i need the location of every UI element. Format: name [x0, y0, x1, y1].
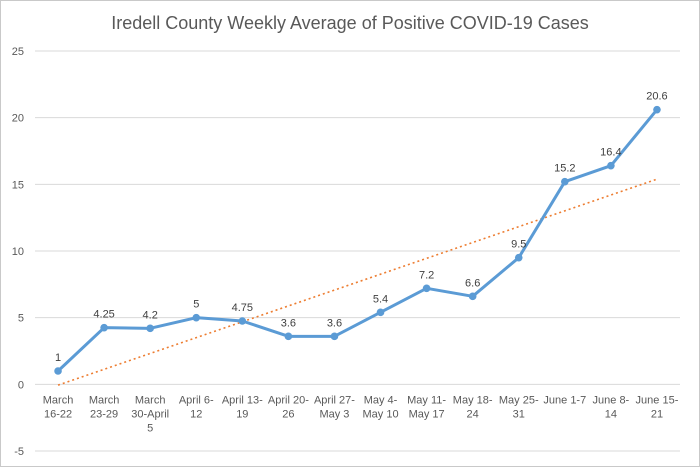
data-label: 5: [193, 299, 199, 311]
data-label: 4.75: [232, 302, 253, 314]
x-tick-label: May 11-May 17: [407, 394, 446, 420]
data-point: [422, 284, 431, 293]
data-label: 3.6: [327, 317, 342, 329]
x-tick-label: June 15-21: [636, 394, 679, 420]
x-tick-label: April 27-May 3: [314, 394, 355, 420]
x-tick-label: April 6-12: [179, 394, 214, 420]
y-tick-label: 10: [12, 246, 24, 258]
data-label: 1: [55, 352, 61, 364]
data-point: [54, 367, 62, 375]
trendline: [57, 178, 658, 386]
data-point: [376, 308, 385, 317]
data-point: [146, 324, 154, 333]
data-point: [330, 332, 339, 341]
y-tick-label: 0: [18, 379, 24, 391]
chart-title: Iredell County Weekly Average of Positiv…: [111, 13, 589, 33]
data-label: 20.6: [646, 91, 667, 103]
data-label: 15.2: [554, 163, 575, 175]
data-point: [192, 313, 201, 322]
y-tick-label: 25: [12, 46, 24, 58]
x-tick-label: March 23-29: [89, 394, 120, 420]
x-tick-label: June 8-14: [593, 394, 630, 420]
y-tick-label: 20: [12, 113, 24, 125]
data-point: [653, 105, 661, 114]
data-point: [100, 323, 108, 332]
data-label: 9.5: [511, 239, 526, 251]
y-tick-label: 15: [12, 179, 24, 191]
data-label: 7.2: [419, 269, 434, 281]
data-point: [607, 161, 615, 170]
data-label: 4.25: [93, 309, 114, 321]
data-point: [238, 317, 247, 325]
data-point: [561, 177, 569, 186]
x-tick-label: May 18-24: [453, 394, 493, 420]
data-label: 3.6: [281, 317, 296, 329]
x-tick-label: June 1-7: [543, 394, 586, 406]
x-tick-label: April 20-26: [268, 394, 309, 420]
x-tick-label: April 13-19: [222, 394, 263, 420]
x-tick-label: May 25-31: [499, 394, 539, 420]
data-label: 16.4: [600, 147, 621, 159]
data-label: 6.6: [465, 277, 480, 289]
data-point: [468, 292, 477, 301]
y-tick-label: 5: [18, 313, 24, 325]
x-tick-label: March 16-22: [43, 394, 74, 420]
data-point: [284, 332, 293, 341]
x-tick-label: March 30-April 5: [131, 394, 169, 434]
data-point: [514, 253, 523, 262]
x-tick-label: May 4-May 10: [362, 394, 398, 420]
data-label: 5.4: [373, 293, 388, 305]
y-tick-label: -5: [14, 446, 24, 458]
series-line: [57, 108, 659, 373]
data-label: 4.2: [143, 309, 158, 321]
